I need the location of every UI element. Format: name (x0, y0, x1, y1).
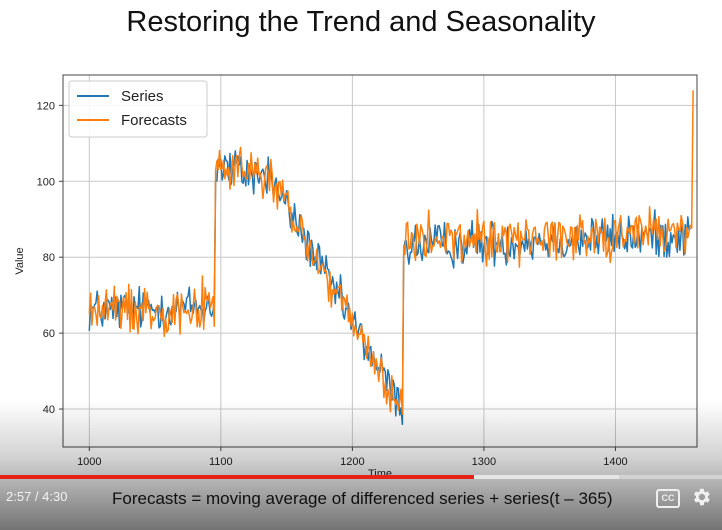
closed-captions-button[interactable]: CC (656, 489, 680, 508)
ticks: 1000 1100 1200 1300 1400 40 60 80 100 120 (37, 100, 628, 468)
y-tick-label: 100 (37, 176, 55, 188)
y-tick-label: 80 (43, 252, 55, 264)
y-tick-label: 40 (43, 404, 55, 416)
y-axis-label: Value (14, 247, 26, 274)
x-tick-label: 1300 (472, 456, 496, 468)
y-tick-label: 120 (37, 100, 55, 112)
x-tick-label: 1000 (77, 456, 101, 468)
progress-bar[interactable] (0, 475, 722, 479)
slide-title: Restoring the Trend and Seasonality (126, 6, 596, 38)
legend: Series Forecasts (68, 80, 208, 138)
x-tick-label: 1400 (603, 456, 627, 468)
time-display: 2:57 / 4:30 (6, 489, 68, 504)
gear-icon[interactable] (690, 486, 712, 508)
progress-played (0, 475, 474, 479)
legend-label-series: Series (121, 88, 164, 105)
y-tick-label: 60 (43, 328, 55, 340)
x-tick-label: 1100 (209, 456, 233, 468)
series-line-series (88, 150, 692, 426)
series-line-forecasts (88, 90, 694, 415)
caption-text: Forecasts = moving average of difference… (112, 489, 613, 508)
x-tick-label: 1200 (340, 456, 364, 468)
legend-label-forecasts: Forecasts (121, 112, 187, 129)
series-layer (88, 90, 694, 426)
